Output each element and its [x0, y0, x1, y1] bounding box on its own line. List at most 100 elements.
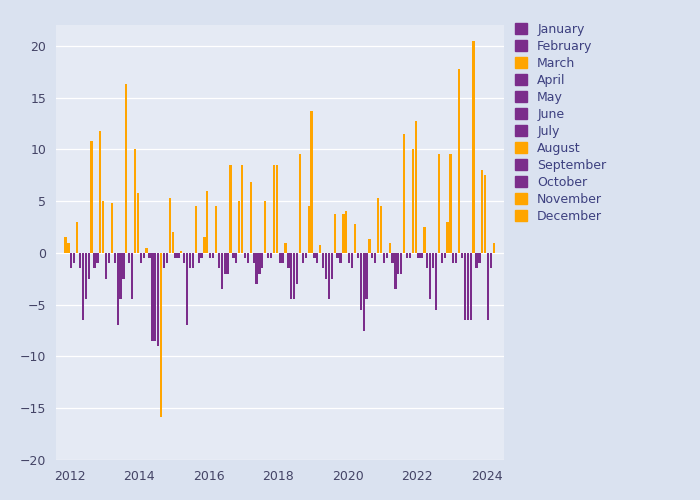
Bar	[76, 222, 78, 253]
Bar	[186, 253, 188, 326]
Bar	[209, 253, 211, 258]
Bar	[267, 253, 270, 258]
Bar	[192, 253, 194, 268]
Bar	[464, 253, 466, 320]
Bar	[484, 175, 486, 253]
Bar	[487, 253, 489, 320]
Bar	[270, 253, 272, 258]
Bar	[116, 253, 119, 326]
Bar	[120, 253, 122, 300]
Bar	[146, 248, 148, 253]
Bar	[253, 253, 255, 263]
Bar	[302, 253, 304, 263]
Bar	[406, 253, 408, 258]
Bar	[203, 238, 206, 253]
Bar	[82, 253, 84, 320]
Bar	[67, 242, 69, 253]
Bar	[340, 253, 342, 263]
Bar	[183, 253, 186, 263]
Bar	[325, 253, 327, 279]
Bar	[314, 253, 316, 258]
Bar	[220, 253, 223, 289]
Bar	[88, 253, 90, 279]
Bar	[273, 165, 275, 253]
Bar	[172, 232, 174, 253]
Bar	[493, 242, 495, 253]
Bar	[246, 253, 249, 263]
Bar	[354, 224, 356, 253]
Bar	[447, 222, 449, 253]
Bar	[455, 253, 457, 263]
Bar	[374, 253, 377, 263]
Bar	[232, 253, 234, 258]
Bar	[131, 253, 133, 300]
Bar	[108, 253, 110, 263]
Bar	[200, 253, 203, 258]
Bar	[397, 253, 400, 274]
Bar	[258, 253, 260, 274]
Bar	[429, 253, 431, 300]
Bar	[391, 253, 393, 263]
Bar	[102, 201, 104, 253]
Bar	[426, 253, 428, 268]
Bar	[421, 253, 423, 258]
Bar	[174, 253, 176, 258]
Bar	[394, 253, 397, 289]
Bar	[478, 253, 480, 263]
Bar	[73, 253, 76, 263]
Bar	[481, 170, 484, 253]
Bar	[93, 253, 96, 268]
Bar	[143, 253, 145, 258]
Bar	[169, 198, 171, 253]
Bar	[212, 253, 214, 258]
Bar	[177, 253, 179, 258]
Bar	[160, 253, 162, 416]
Bar	[154, 253, 156, 341]
Bar	[458, 68, 461, 253]
Bar	[351, 253, 354, 268]
Bar	[157, 253, 160, 346]
Bar	[357, 253, 359, 258]
Bar	[85, 253, 87, 300]
Bar	[490, 253, 492, 268]
Bar	[304, 253, 307, 258]
Bar	[296, 253, 298, 284]
Legend: January, February, March, April, May, June, July, August, September, October, No: January, February, March, April, May, Ju…	[514, 22, 606, 222]
Bar	[290, 253, 293, 300]
Bar	[241, 165, 243, 253]
Bar	[206, 190, 209, 253]
Bar	[148, 253, 150, 258]
Bar	[365, 253, 368, 300]
Bar	[264, 201, 267, 253]
Bar	[250, 182, 252, 253]
Bar	[363, 253, 365, 330]
Bar	[230, 165, 232, 253]
Bar	[345, 212, 347, 253]
Bar	[70, 253, 73, 268]
Bar	[284, 242, 286, 253]
Bar	[337, 253, 339, 258]
Bar	[166, 253, 168, 263]
Bar	[238, 201, 240, 253]
Bar	[467, 253, 469, 320]
Bar	[473, 40, 475, 253]
Bar	[334, 214, 336, 253]
Bar	[90, 141, 92, 253]
Bar	[79, 253, 81, 268]
Bar	[189, 253, 191, 268]
Bar	[134, 150, 136, 253]
Bar	[105, 253, 107, 279]
Bar	[403, 134, 405, 253]
Bar	[256, 253, 258, 284]
Bar	[276, 165, 278, 253]
Bar	[316, 253, 319, 263]
Bar	[122, 253, 125, 279]
Bar	[128, 253, 130, 263]
Bar	[113, 253, 116, 263]
Bar	[125, 84, 127, 253]
Bar	[299, 154, 301, 253]
Bar	[319, 244, 321, 253]
Bar	[461, 253, 463, 258]
Bar	[180, 251, 183, 253]
Bar	[97, 253, 99, 263]
